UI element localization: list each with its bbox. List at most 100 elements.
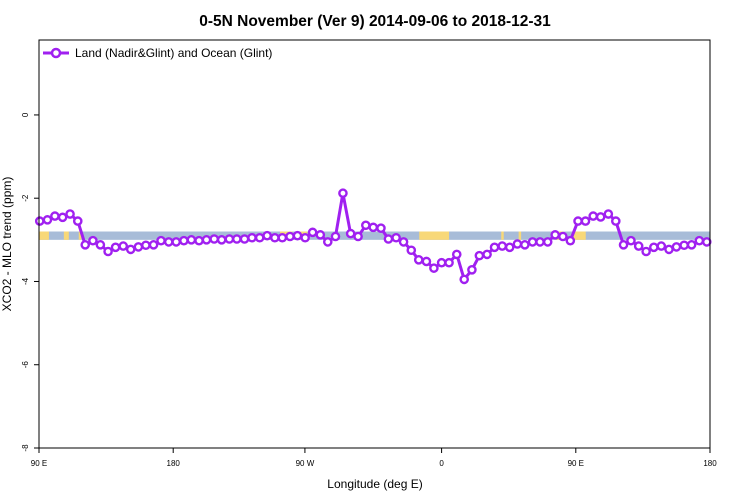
- data-point: [201, 235, 212, 245]
- data-point: [512, 239, 523, 249]
- data-point: [194, 235, 204, 246]
- chart-title: 0-5N November (Ver 9) 2014-09-06 to 2018…: [199, 13, 551, 30]
- data-point: [520, 240, 530, 250]
- x-tick-label: 90 W: [296, 459, 315, 468]
- surface-band: [39, 231, 710, 240]
- data-point: [330, 231, 341, 242]
- data-point: [489, 242, 500, 253]
- data-point: [656, 241, 667, 251]
- data-point: [565, 235, 576, 246]
- data-point: [232, 234, 242, 244]
- data-point: [497, 241, 508, 251]
- data-point: [641, 246, 651, 257]
- data-point: [254, 232, 265, 243]
- y-tick-label: -8: [21, 444, 30, 452]
- data-point: [459, 274, 470, 285]
- data-point: [141, 240, 151, 251]
- land-band-segment: [518, 231, 522, 240]
- data-point: [80, 240, 91, 250]
- data-point: [611, 216, 621, 226]
- data-point: [186, 235, 197, 245]
- x-tick-label: 0: [439, 459, 444, 468]
- data-point: [649, 242, 659, 253]
- data-point: [573, 216, 583, 226]
- data-point: [270, 232, 280, 243]
- data-point: [398, 237, 409, 247]
- data-point: [595, 212, 606, 222]
- data-point: [633, 241, 644, 251]
- data-point: [353, 231, 363, 242]
- land-band-segment: [63, 231, 69, 240]
- data-point: [580, 216, 591, 226]
- data-point: [300, 232, 310, 243]
- y-tick-label: -6: [21, 361, 30, 369]
- x-tick-label: 180: [167, 459, 181, 468]
- data-point: [133, 242, 144, 252]
- data-point: [42, 215, 53, 225]
- data-point: [444, 257, 454, 268]
- data-point: [216, 235, 227, 245]
- data-point: [110, 242, 121, 253]
- data-point: [383, 234, 394, 244]
- data-point: [679, 240, 689, 251]
- y-tick-label: -4: [21, 277, 30, 285]
- legend: Land (Nadir&Glint) and Ocean (Glint): [43, 46, 272, 60]
- data-point: [429, 263, 439, 273]
- x-axis-label: Longitude (deg E): [327, 477, 422, 491]
- data-point: [535, 237, 545, 247]
- data-point: [239, 234, 250, 244]
- data-point: [322, 237, 333, 247]
- data-point: [413, 255, 424, 265]
- data-point: [368, 222, 379, 233]
- data-point: [103, 246, 113, 257]
- x-tick-label: 180: [703, 459, 717, 468]
- data-point: [209, 234, 220, 244]
- data-point: [179, 235, 189, 246]
- data-point: [148, 240, 159, 250]
- data-point: [671, 242, 682, 252]
- axes: 90 E 180 90 W 0 90 E 180 -8 -6 -4 -2 0: [21, 112, 717, 468]
- data-point: [694, 235, 705, 246]
- data-point: [361, 220, 371, 231]
- data-point: [262, 230, 272, 241]
- x-tick-label: 90 E: [31, 459, 47, 468]
- data-point: [118, 241, 129, 251]
- data-point: [307, 227, 318, 238]
- data-point: [285, 231, 295, 242]
- legend-label: Land (Nadir&Glint) and Ocean (Glint): [75, 46, 272, 60]
- data-point: [50, 211, 60, 221]
- land-band-segment: [501, 231, 504, 240]
- data-point: [156, 235, 166, 246]
- x-tick-label: 90 E: [568, 459, 584, 468]
- data-point: [421, 256, 432, 267]
- data-point: [451, 249, 462, 260]
- data-point: [65, 209, 75, 219]
- data-point: [88, 235, 98, 246]
- data-point: [527, 237, 538, 247]
- y-tick-label: -2: [21, 194, 30, 202]
- land-band-segment: [78, 231, 82, 240]
- data-point: [163, 237, 174, 247]
- data-point: [504, 242, 515, 253]
- data-point: [436, 257, 447, 268]
- data-point: [588, 211, 598, 221]
- data-point: [558, 231, 568, 242]
- data-point: [474, 250, 485, 261]
- data-point: [603, 209, 614, 219]
- data-point: [247, 232, 257, 243]
- data-point: [701, 237, 712, 247]
- data-point: [277, 232, 288, 243]
- data-point: [171, 237, 181, 247]
- land-band-segment: [573, 231, 586, 240]
- land-band-segment: [419, 231, 450, 240]
- y-tick-label: 0: [21, 112, 30, 117]
- data-point: [34, 216, 45, 226]
- data-point: [72, 216, 83, 226]
- land-band-segment: [39, 231, 49, 240]
- data-point: [550, 230, 560, 240]
- data-point: [618, 240, 629, 250]
- data-point: [664, 244, 674, 255]
- legend-marker: [50, 47, 62, 59]
- data-point: [467, 265, 477, 275]
